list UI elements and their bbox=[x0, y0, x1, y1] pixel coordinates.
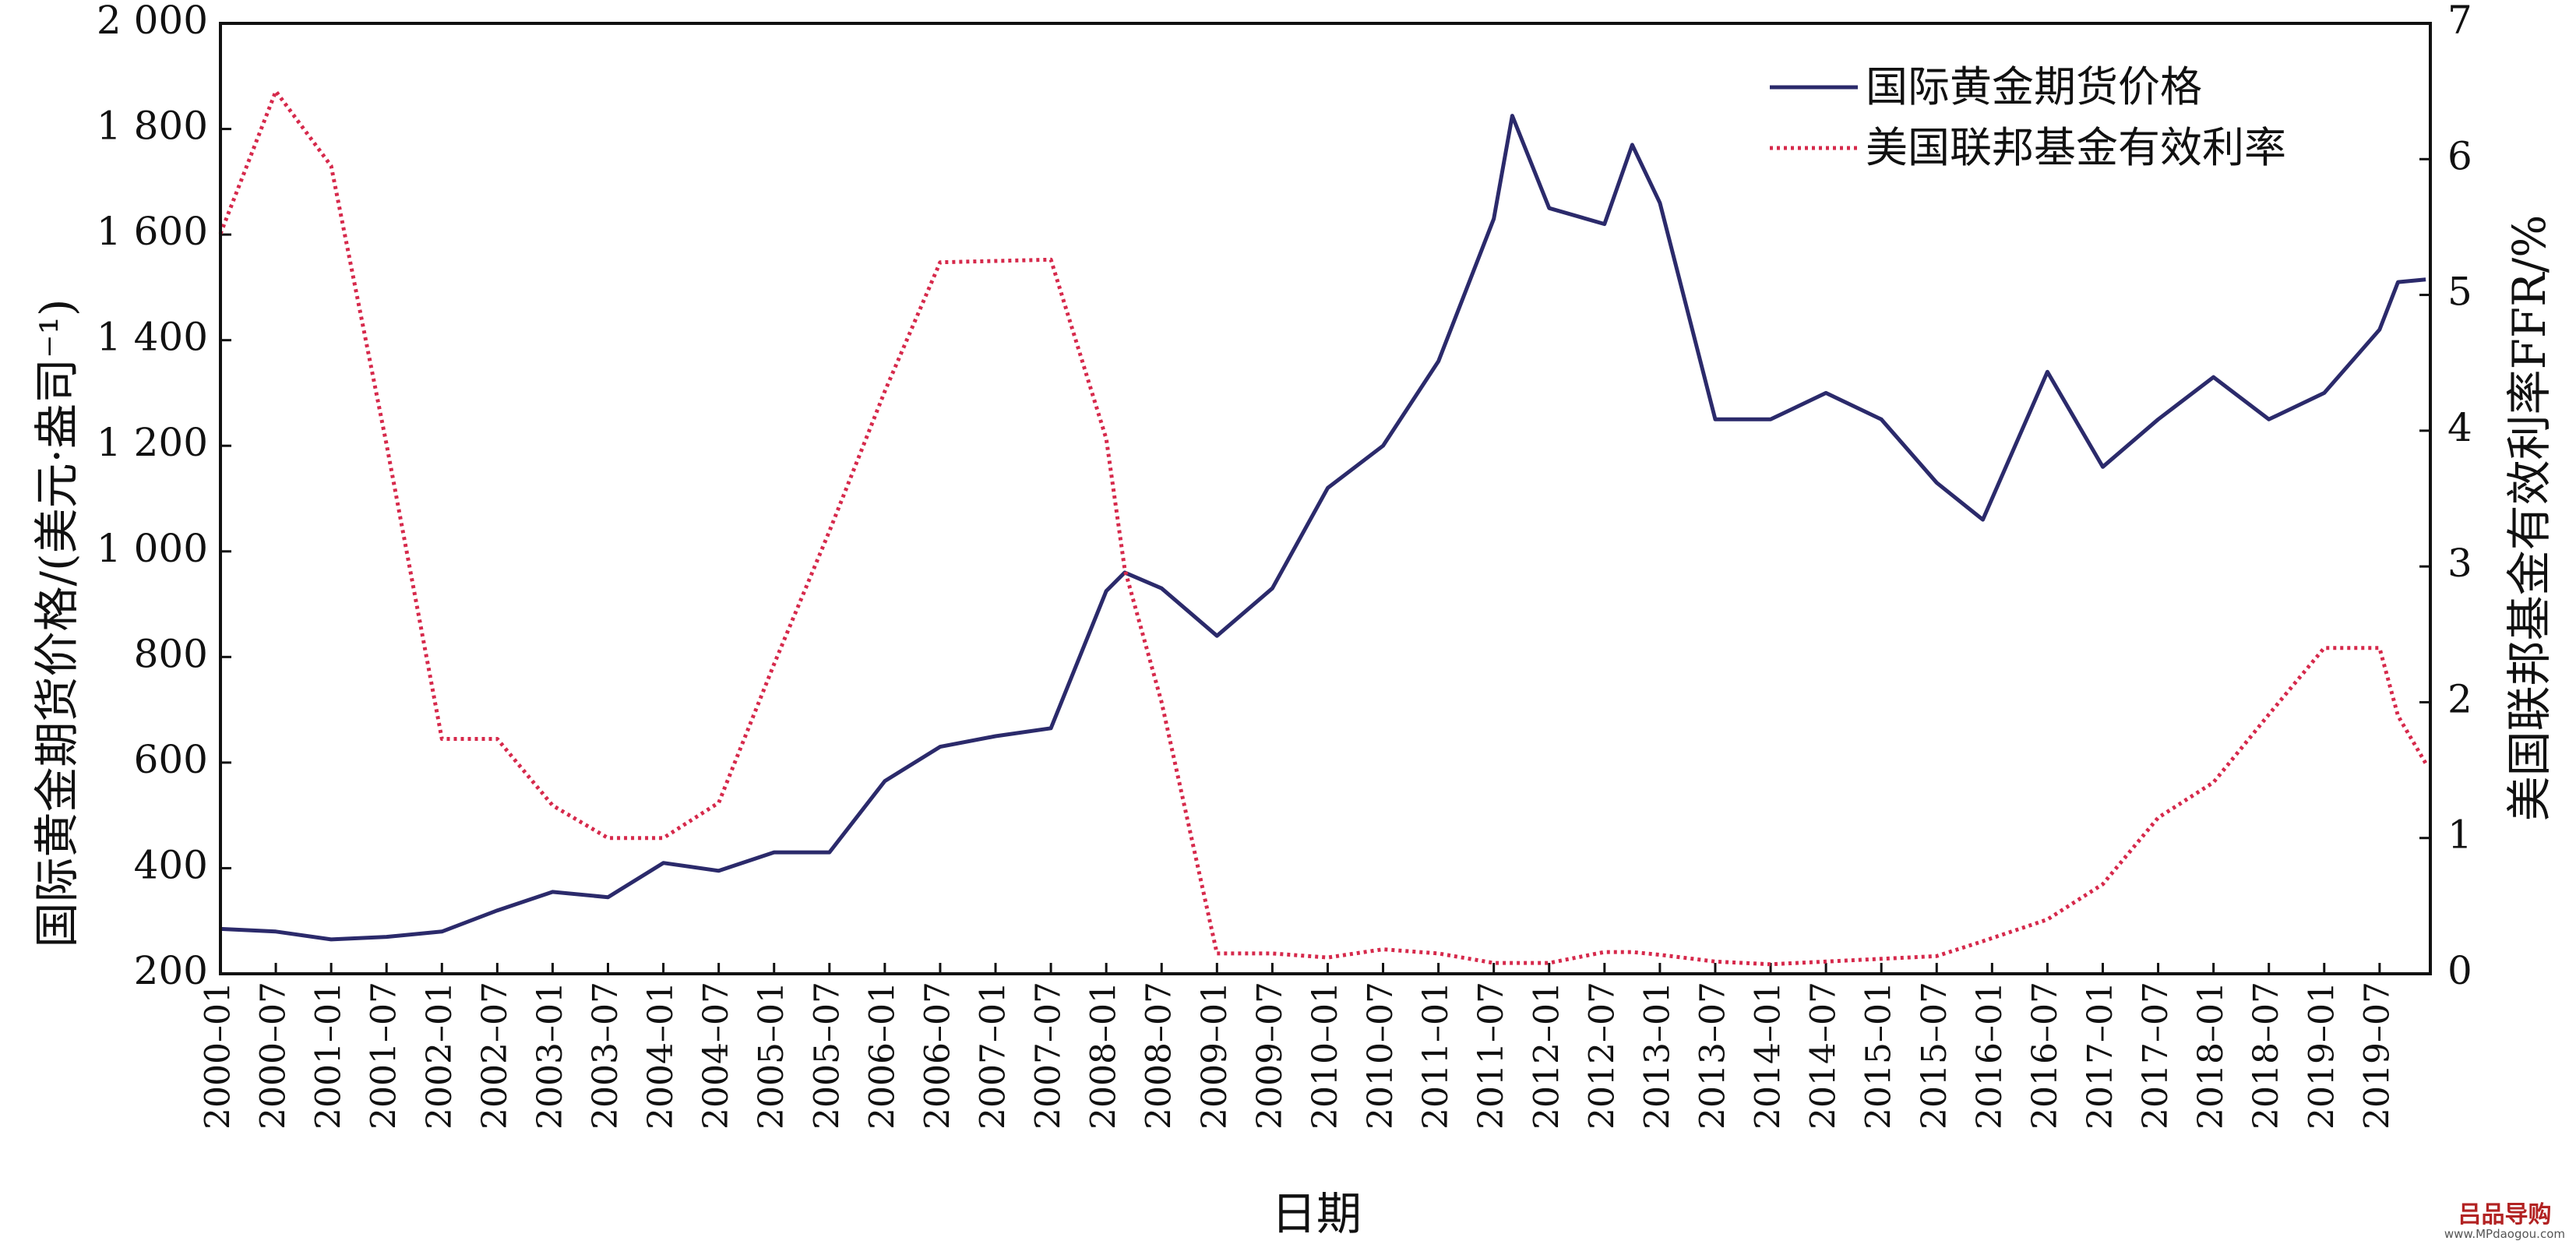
x-axis-title: 日期 bbox=[1271, 1187, 1362, 1240]
watermark-url: www.MPdaogou.com bbox=[2444, 1226, 2565, 1241]
right-y-tick-label: 2 bbox=[2447, 676, 2472, 721]
legend-label-ffr: 美国联邦基金有效利率 bbox=[1866, 123, 2286, 172]
right-y-tick-label: 3 bbox=[2447, 541, 2472, 586]
x-tick-label: 2001–07 bbox=[365, 982, 404, 1130]
left-y-tick-label: 800 bbox=[134, 631, 208, 676]
x-tick-label: 2008–07 bbox=[1140, 982, 1179, 1130]
left-axis-title-text: 国际黄金期货价格/(美元·盎司⁻¹) bbox=[30, 298, 83, 947]
left-y-tick-label: 400 bbox=[134, 842, 208, 887]
x-tick-label: 2013–07 bbox=[1693, 982, 1732, 1130]
right-axis-title-text: 美国联邦基金有效利率FFR/% bbox=[2503, 215, 2556, 822]
x-tick-label: 2011–01 bbox=[1416, 982, 1456, 1130]
x-tick-label: 2000–07 bbox=[254, 982, 294, 1130]
x-tick-label: 2004–07 bbox=[696, 982, 736, 1130]
x-tick-label: 2014–07 bbox=[1804, 982, 1844, 1130]
x-tick-label: 2011–07 bbox=[1471, 982, 1511, 1130]
series-line-1 bbox=[218, 89, 2428, 967]
x-tick-label: 2013–01 bbox=[1637, 982, 1677, 1130]
x-tick-label: 2007–01 bbox=[974, 982, 1013, 1130]
right-y-tick-label: 7 bbox=[2447, 0, 2472, 43]
left-y-tick-label: 1 200 bbox=[97, 420, 208, 465]
x-tick-label: 2010–07 bbox=[1361, 982, 1401, 1130]
x-tick-label: 2019–01 bbox=[2302, 982, 2342, 1130]
series-line-0 bbox=[220, 114, 2426, 942]
right-y-tick-label: 0 bbox=[2447, 948, 2472, 993]
x-tick-label: 2017–07 bbox=[2136, 982, 2176, 1130]
x-tick-label: 2009–01 bbox=[1195, 982, 1235, 1130]
left-y-tick-label: 200 bbox=[134, 948, 208, 993]
legend: 国际黄金期货价格 美国联邦基金有效利率 bbox=[1770, 62, 2286, 172]
left-y-tick-label: 2 000 bbox=[97, 0, 208, 43]
x-tick-label: 2016–07 bbox=[2025, 982, 2065, 1130]
x-tick-label: 2015–07 bbox=[1915, 982, 1954, 1130]
left-y-tick-label: 1 000 bbox=[97, 526, 208, 571]
plot-frame bbox=[219, 22, 2432, 975]
right-y-tick-label: 6 bbox=[2447, 133, 2472, 178]
x-tick-label: 2002–01 bbox=[420, 982, 460, 1130]
x-tick-label: 2017–01 bbox=[2081, 982, 2120, 1130]
x-tick-label: 2002–07 bbox=[475, 982, 515, 1130]
left-y-tick-label: 1 600 bbox=[97, 209, 208, 254]
x-tick-label: 2018–01 bbox=[2191, 982, 2231, 1130]
x-tick-label: 2001–01 bbox=[309, 982, 349, 1130]
x-tick-label: 2010–01 bbox=[1306, 982, 1345, 1130]
watermark-logo: 吕品导购 www.MPdaogou.com bbox=[2444, 1202, 2565, 1241]
series-lines bbox=[218, 89, 2428, 967]
right-y-tick-label: 1 bbox=[2447, 813, 2472, 858]
left-y-tick-label: 1 400 bbox=[97, 315, 208, 360]
x-tick-label: 2008–01 bbox=[1084, 982, 1124, 1130]
right-y-tick-label: 4 bbox=[2447, 405, 2472, 450]
x-tick-label: 2012–01 bbox=[1527, 982, 1566, 1130]
legend-label-gold-price: 国际黄金期货价格 bbox=[1866, 62, 2202, 111]
x-tick-label: 2009–07 bbox=[1250, 982, 1290, 1130]
x-tick-label: 2003–01 bbox=[530, 982, 570, 1130]
watermark-text: 吕品导购 bbox=[2458, 1200, 2552, 1229]
x-tick-label: 2000–01 bbox=[199, 982, 238, 1130]
x-tick-label: 2015–01 bbox=[1859, 982, 1899, 1130]
x-tick-label: 2016–01 bbox=[1970, 982, 2010, 1130]
x-tick-label: 2014–01 bbox=[1749, 982, 1788, 1130]
right-y-tick-label: 5 bbox=[2447, 270, 2472, 315]
x-tick-label: 2018–07 bbox=[2247, 982, 2286, 1130]
right-axis-title: 美国联邦基金有效利率FFR/% bbox=[2503, 215, 2556, 822]
x-tick-label: 2006–07 bbox=[918, 982, 957, 1130]
x-tick-label: 2006–01 bbox=[862, 982, 902, 1130]
x-tick-label: 2003–07 bbox=[586, 982, 625, 1130]
left-y-tick-label: 1 800 bbox=[97, 104, 208, 149]
x-tick-label: 2004–01 bbox=[641, 982, 681, 1130]
left-axis-title: 国际黄金期货价格/(美元·盎司⁻¹) bbox=[30, 298, 83, 947]
x-tick-label: 2012–07 bbox=[1582, 982, 1622, 1130]
x-tick-label: 2005–07 bbox=[807, 982, 847, 1130]
x-tick-label: 2007–07 bbox=[1029, 982, 1069, 1130]
x-tick-label: 2005–01 bbox=[752, 982, 791, 1130]
left-y-tick-label: 600 bbox=[134, 737, 208, 782]
x-tick-label: 2019–07 bbox=[2357, 982, 2397, 1130]
axes-ticks: 2 000 1 800 1 600 1 400 1 200 1 000 800 600 400 2… bbox=[97, 0, 2472, 1130]
